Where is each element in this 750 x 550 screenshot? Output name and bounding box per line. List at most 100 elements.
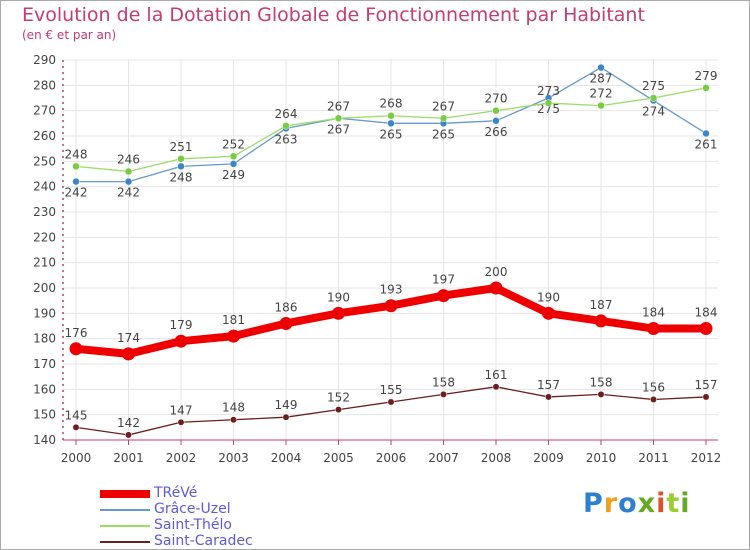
data-label-grace-uzel: 274 [642,105,665,119]
logo-letter: r [603,488,619,519]
x-tick-label: 2003 [218,451,249,465]
data-label-saint-caradec: 161 [485,368,508,382]
data-label-grace-uzel: 261 [695,137,718,151]
data-label-treve: 184 [642,306,665,320]
logo-letter: i [656,488,667,519]
data-point-saint-thelo [492,106,500,115]
data-point-saint-caradec [72,423,80,431]
x-tick-label: 2000 [61,451,92,465]
data-point-saint-caradec [177,418,185,426]
y-tick-label: 240 [33,180,56,194]
data-point-saint-thelo [229,152,238,161]
data-label-grace-uzel: 275 [537,102,560,116]
x-tick-label: 2008 [481,451,512,465]
data-label-saint-caradec: 147 [170,403,193,417]
data-point-saint-caradec [597,390,605,398]
data-label-grace-uzel: 266 [485,125,508,139]
data-label-saint-thelo: 267 [432,99,455,113]
legend-swatch-treve [100,490,150,498]
data-label-saint-caradec: 157 [537,378,560,392]
data-point-treve [279,316,293,330]
data-point-saint-caradec [492,383,500,391]
legend-label-treve: TRéVé [154,485,198,501]
y-tick-label: 180 [33,332,56,346]
data-label-grace-uzel: 249 [222,168,245,182]
data-point-grace-uzel [72,177,80,186]
data-point-saint-thelo [72,162,80,171]
data-point-saint-caradec [335,406,342,414]
legend-label-grace-uzel: Grâce-Uzel [154,501,231,517]
data-point-treve [594,314,608,328]
data-point-saint-thelo [702,84,710,92]
x-tick-label: 2012 [691,451,722,465]
data-point-grace-uzel [597,63,605,72]
data-label-grace-uzel: 242 [117,186,140,200]
data-point-treve [332,306,345,320]
data-point-grace-uzel [229,160,238,168]
data-point-treve [384,299,398,313]
data-point-treve [542,306,555,320]
data-point-saint-thelo [282,122,290,130]
data-point-grace-uzel [124,177,133,186]
data-label-treve: 187 [590,298,613,312]
logo-letter: P [583,488,604,519]
data-point-treve [227,329,240,343]
data-point-grace-uzel [387,119,395,128]
logo-letter: t [666,488,681,519]
data-label-saint-caradec: 148 [222,401,245,415]
data-point-saint-caradec [387,398,395,406]
data-label-treve: 197 [432,273,455,287]
data-label-saint-thelo: 268 [380,97,403,111]
x-tick-label: 2001 [113,451,144,465]
data-point-saint-thelo [124,167,133,176]
data-label-treve: 190 [327,290,350,304]
x-tick-label: 2002 [166,451,197,465]
proxiti-logo: Proxiti [583,488,691,519]
data-point-saint-caradec [702,393,710,401]
legend-swatch-grace-uzel [100,509,150,511]
x-tick-label: 2007 [428,451,459,465]
logo-letter: i [680,488,691,519]
data-point-treve [489,281,503,295]
data-point-saint-thelo [649,94,658,102]
data-label-treve: 200 [485,265,508,279]
data-label-saint-thelo: 267 [327,99,350,113]
data-label-saint-thelo: 272 [590,87,613,101]
data-point-saint-caradec [440,390,447,398]
data-label-treve: 190 [537,290,560,304]
y-tick-label: 270 [33,104,56,118]
legend-swatch-saint-caradec [100,541,150,543]
y-tick-label: 140 [33,433,56,447]
data-point-treve [699,322,713,336]
data-label-saint-thelo: 275 [642,79,665,93]
x-tick-label: 2011 [638,451,669,465]
data-label-saint-thelo: 279 [695,69,718,83]
data-label-saint-caradec: 149 [275,398,298,412]
data-label-grace-uzel: 265 [432,127,455,141]
legend-swatch-saint-thelo [100,525,150,527]
data-point-treve [647,322,660,336]
data-point-saint-thelo [439,114,448,123]
data-point-saint-caradec [282,413,290,421]
logo-letter: x [637,488,657,519]
chart-title: Evolution de la Dotation Globale de Fonc… [22,4,645,26]
data-label-saint-thelo: 246 [117,152,140,166]
data-point-treve [174,334,188,348]
data-label-treve: 179 [170,318,193,332]
data-point-grace-uzel [177,162,185,171]
y-tick-label: 290 [33,53,56,67]
data-point-saint-thelo [597,101,605,110]
y-tick-label: 200 [33,281,56,295]
y-tick-label: 280 [33,78,56,92]
data-label-saint-thelo: 251 [170,140,193,154]
data-point-grace-uzel [492,117,500,125]
data-label-saint-caradec: 158 [432,375,455,389]
data-point-grace-uzel [702,129,710,138]
x-tick-label: 2006 [376,451,407,465]
y-tick-label: 260 [33,129,56,143]
data-label-grace-uzel: 248 [170,170,193,184]
legend-label-saint-thelo: Saint-Thélo [154,517,232,533]
data-point-saint-caradec [125,431,132,439]
y-tick-label: 190 [33,306,56,320]
